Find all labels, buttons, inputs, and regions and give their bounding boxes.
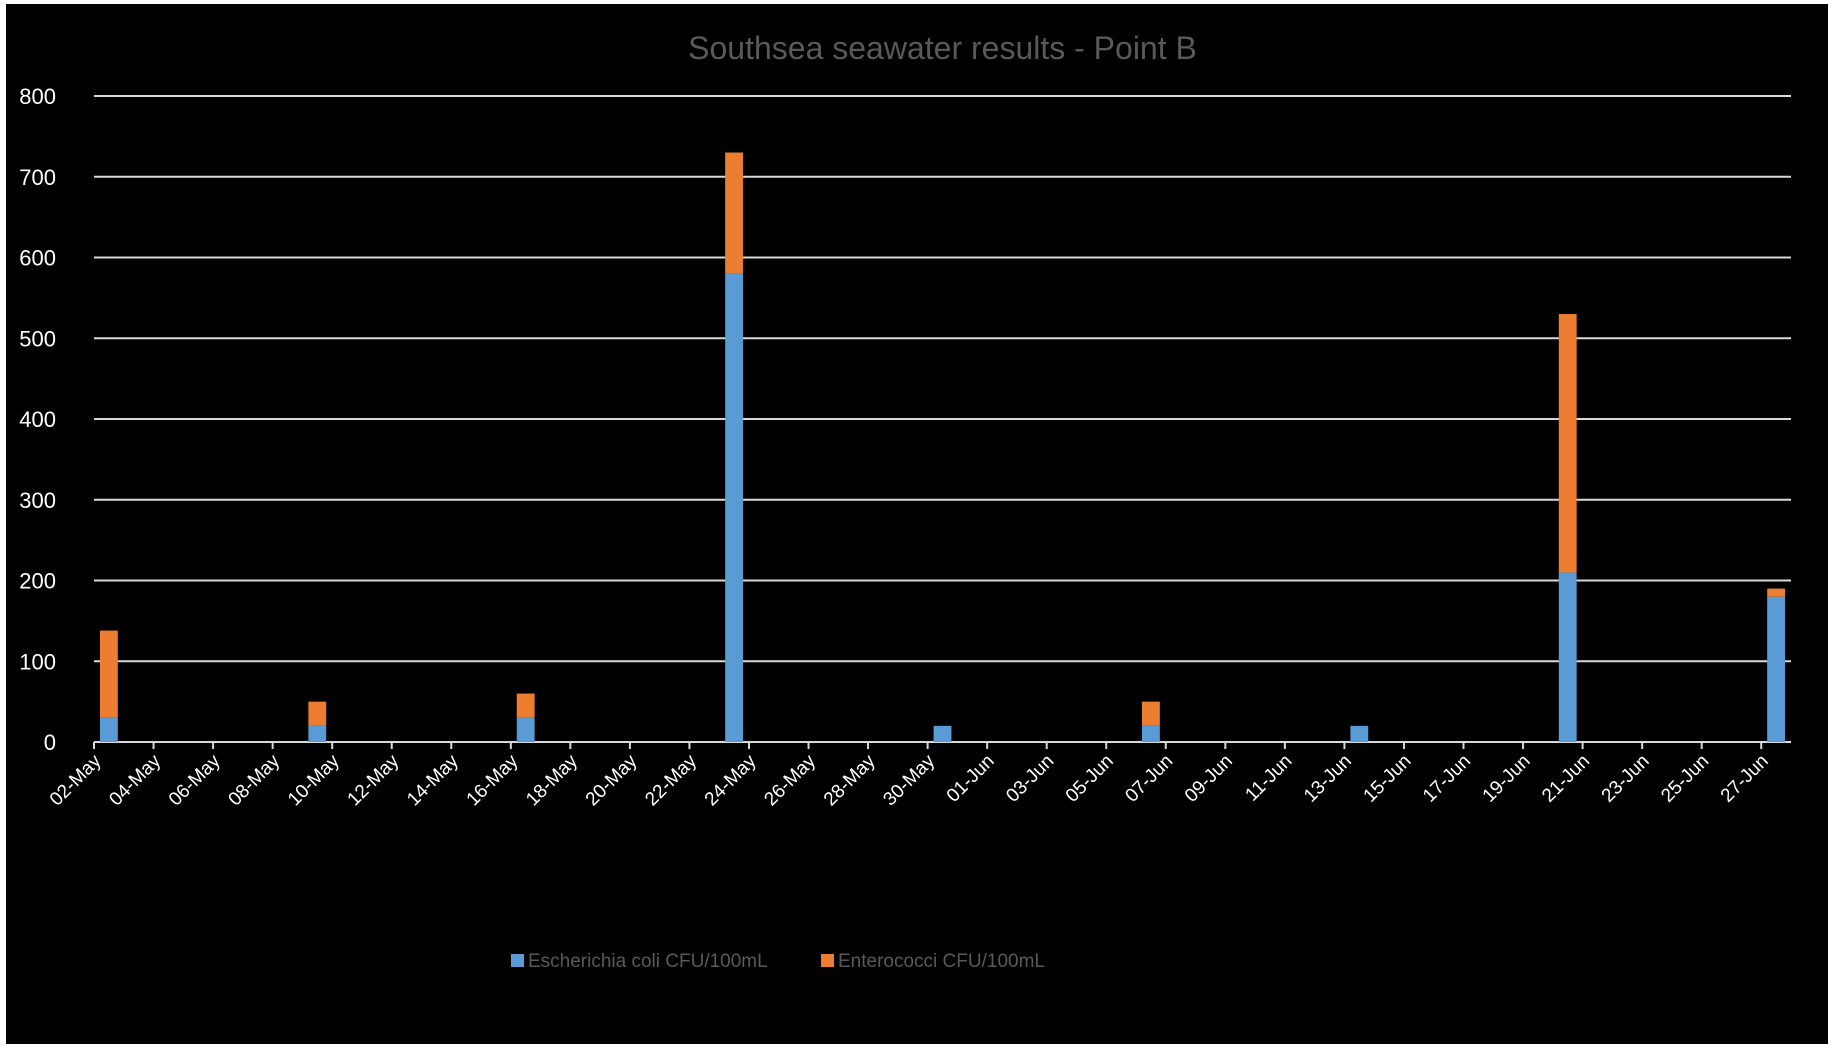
- y-tick-label: 500: [19, 326, 56, 351]
- x-tick-label: 04-May: [105, 750, 165, 810]
- x-tick-label: 03-Jun: [1002, 751, 1058, 807]
- x-tick-label: 25-Jun: [1657, 751, 1713, 807]
- bar-enterococci: [1141, 701, 1160, 726]
- bar-enterococci: [99, 630, 118, 718]
- gridlines: [94, 95, 1791, 743]
- x-tick-label: 12-May: [344, 750, 404, 810]
- y-tick-label: 0: [44, 730, 56, 755]
- legend-swatch: [511, 954, 524, 967]
- x-tick-label: 05-Jun: [1062, 751, 1118, 807]
- y-tick-labels: 0 100 200 300 400 500 600 700 800: [19, 84, 56, 755]
- bar-ecoli: [1767, 596, 1786, 742]
- x-tick-label: 15-Jun: [1360, 751, 1416, 807]
- x-tick-label: 18-May: [522, 750, 582, 810]
- bar-enterococci: [1767, 588, 1786, 597]
- x-tick-label: 14-May: [403, 750, 463, 810]
- x-tick-label: 09-Jun: [1181, 751, 1237, 807]
- y-tick-label: 300: [19, 488, 56, 513]
- bar-enterococci: [725, 152, 744, 274]
- x-tick-label: 20-May: [582, 750, 642, 810]
- legend-label: Escherichia coli CFU/100mL: [528, 951, 768, 972]
- bar-ecoli: [1350, 725, 1369, 742]
- x-tick-label: 28-May: [820, 750, 880, 810]
- x-tick-label: 10-May: [284, 750, 344, 810]
- bars: [99, 152, 1786, 742]
- x-tick-label: 22-May: [641, 750, 701, 810]
- y-tick-label: 700: [19, 165, 56, 190]
- legend-swatch: [821, 954, 834, 967]
- x-tick-label: 26-May: [760, 750, 820, 810]
- chart-frame: Southsea seawater results - Point B 0 100…: [6, 4, 1828, 1044]
- x-tick-label: 16-May: [463, 750, 523, 810]
- bar-enterococci: [516, 693, 535, 718]
- legend: Escherichia coli CFU/100mL Enterococci CF…: [511, 951, 1045, 972]
- x-tick-label: 17-Jun: [1419, 751, 1475, 807]
- bar-ecoli: [516, 717, 535, 742]
- bar-ecoli: [99, 717, 118, 742]
- x-tick-label: 13-Jun: [1300, 751, 1356, 807]
- bar-enterococci: [1558, 314, 1577, 573]
- x-tick-label: 30-May: [879, 750, 939, 810]
- x-tick-label: 06-May: [165, 750, 225, 810]
- y-tick-label: 600: [19, 246, 56, 271]
- x-tick-label: 21-Jun: [1538, 751, 1594, 807]
- chart-title: Southsea seawater results - Point B: [688, 30, 1197, 66]
- x-tick-label: 07-Jun: [1121, 751, 1177, 807]
- x-tick-label: 24-May: [701, 750, 761, 810]
- x-tick-labels: 02-May 04-May 06-May 08-May 10-May 12-May 14-M…: [46, 742, 1773, 810]
- chart-svg: Southsea seawater results - Point B 0 100…: [19, 30, 1791, 972]
- bar-ecoli: [725, 273, 744, 742]
- x-tick-label: 27-Jun: [1717, 751, 1773, 807]
- bar-ecoli: [933, 725, 952, 742]
- x-tick-label: 08-May: [225, 750, 285, 810]
- x-tick-label: 19-Jun: [1479, 751, 1535, 807]
- legend-label: Enterococci CFU/100mL: [838, 951, 1045, 972]
- y-tick-label: 800: [19, 84, 56, 109]
- bar-ecoli: [308, 725, 327, 742]
- x-tick-label: 02-May: [46, 750, 106, 810]
- x-tick-label: 11-Jun: [1241, 751, 1296, 806]
- bar-enterococci: [308, 701, 327, 726]
- x-tick-label: 23-Jun: [1598, 751, 1654, 807]
- y-tick-label: 100: [19, 649, 56, 674]
- y-tick-label: 400: [19, 407, 56, 432]
- bar-ecoli: [1558, 572, 1577, 742]
- bar-ecoli: [1141, 725, 1160, 742]
- y-tick-label: 200: [19, 569, 56, 594]
- x-tick-label: 01-Jun: [943, 751, 999, 807]
